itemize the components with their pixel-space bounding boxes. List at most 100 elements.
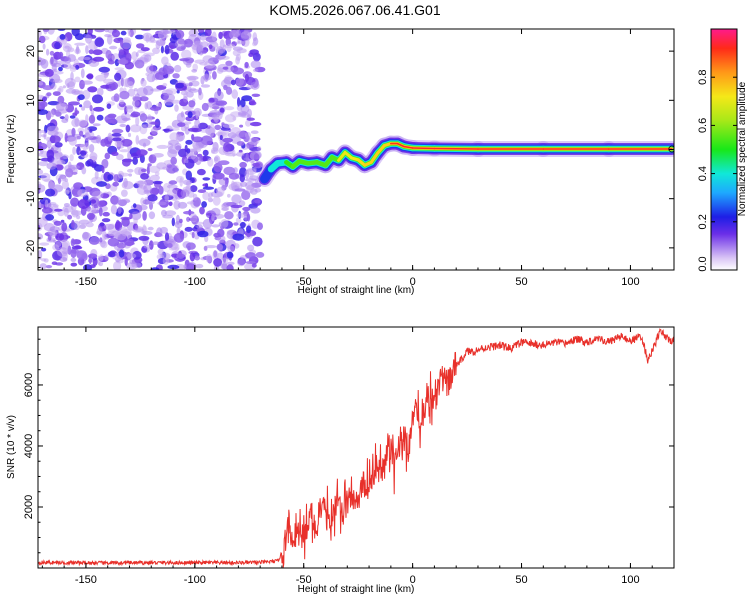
noise-blob bbox=[71, 219, 75, 229]
noise-blob bbox=[88, 144, 95, 153]
noise-blob bbox=[199, 206, 205, 215]
noise-blob bbox=[102, 230, 107, 241]
noise-blob bbox=[145, 72, 150, 77]
noise-blob bbox=[114, 72, 122, 81]
noise-blob bbox=[112, 181, 119, 187]
noise-blob bbox=[150, 267, 160, 270]
noise-blob bbox=[46, 48, 50, 56]
noise-blob bbox=[191, 231, 195, 239]
noise-blob bbox=[49, 135, 61, 144]
noise-blob bbox=[185, 62, 192, 68]
noise-blob bbox=[224, 211, 234, 220]
noise-blob bbox=[252, 162, 260, 167]
noise-blob bbox=[95, 74, 107, 82]
noise-blob bbox=[38, 35, 46, 44]
noise-blob bbox=[76, 215, 81, 220]
x-tick-label: 0 bbox=[410, 574, 416, 586]
noise-blob bbox=[168, 201, 173, 207]
noise-blob bbox=[244, 169, 250, 179]
noise-blob bbox=[92, 94, 103, 104]
noise-blob bbox=[232, 149, 236, 157]
noise-blob bbox=[69, 115, 76, 119]
noise-blob bbox=[231, 194, 242, 205]
noise-blob bbox=[196, 221, 204, 225]
noise-blob bbox=[191, 80, 200, 87]
noise-blob bbox=[126, 253, 137, 259]
noise-blob bbox=[68, 191, 72, 200]
noise-blob bbox=[55, 241, 62, 248]
noise-blob bbox=[88, 49, 94, 55]
noise-blob bbox=[152, 180, 163, 185]
noise-blob bbox=[189, 252, 196, 262]
noise-blob bbox=[235, 77, 244, 86]
noise-blob bbox=[233, 167, 238, 174]
noise-blob bbox=[46, 125, 59, 133]
x-tick-label: 50 bbox=[515, 276, 527, 288]
noise-blob bbox=[158, 185, 164, 195]
noise-blob bbox=[49, 226, 60, 233]
noise-blob bbox=[131, 262, 136, 268]
noise-blob bbox=[117, 170, 124, 179]
noise-blob bbox=[166, 189, 178, 197]
noise-blob bbox=[125, 106, 134, 113]
noise-blob bbox=[89, 152, 98, 161]
noise-blob bbox=[140, 197, 145, 206]
noise-blob bbox=[251, 93, 261, 98]
noise-blob bbox=[179, 177, 183, 187]
spectrogram-ylabel: Frequency (Hz) bbox=[6, 115, 17, 184]
noise-blob bbox=[130, 211, 142, 221]
noise-blob bbox=[124, 61, 134, 70]
noise-blob bbox=[86, 74, 94, 79]
noise-blob bbox=[127, 31, 131, 37]
snr-frame bbox=[37, 326, 675, 569]
noise-blob bbox=[249, 49, 259, 55]
noise-blob bbox=[202, 186, 215, 190]
noise-blob bbox=[82, 231, 89, 240]
noise-blob bbox=[149, 106, 162, 111]
noise-blob bbox=[195, 263, 204, 269]
noise-blob bbox=[213, 162, 223, 173]
noise-blob bbox=[45, 265, 53, 269]
noise-blob bbox=[121, 181, 134, 190]
noise-blob bbox=[84, 34, 93, 44]
noise-blob bbox=[204, 29, 212, 37]
noise-blob bbox=[104, 114, 116, 124]
x-tick-label: 100 bbox=[621, 276, 639, 288]
noise-blob bbox=[155, 41, 161, 50]
noise-blob bbox=[61, 118, 69, 124]
noise-blob bbox=[219, 55, 230, 61]
noise-blob bbox=[186, 91, 194, 98]
noise-blob bbox=[222, 44, 227, 51]
noise-blob bbox=[236, 141, 245, 146]
noise-blob bbox=[111, 151, 119, 156]
noise-blob bbox=[162, 82, 168, 87]
noise-blob bbox=[49, 50, 55, 56]
noise-blob bbox=[83, 264, 93, 270]
noise-blob bbox=[225, 86, 233, 95]
noise-blob bbox=[245, 152, 249, 163]
noise-blob bbox=[191, 69, 198, 73]
noise-blob bbox=[127, 88, 136, 97]
noise-blob bbox=[222, 137, 234, 143]
noise-blob bbox=[85, 45, 89, 55]
noise-blob bbox=[38, 169, 44, 175]
noise-blob bbox=[40, 59, 49, 69]
noise-blob bbox=[236, 151, 245, 157]
noise-blob bbox=[170, 156, 177, 165]
noise-blob bbox=[74, 76, 81, 83]
noise-blob bbox=[157, 248, 164, 255]
noise-blob bbox=[51, 62, 62, 68]
noise-blob bbox=[175, 39, 185, 48]
noise-blob bbox=[105, 49, 112, 60]
noise-blob bbox=[142, 211, 147, 221]
noise-blob bbox=[164, 210, 177, 216]
noise-blob bbox=[249, 169, 254, 179]
noise-blob bbox=[149, 240, 154, 250]
colorbar-tick-label: 0.0 bbox=[697, 256, 709, 271]
noise-blob bbox=[250, 207, 261, 214]
noise-blob bbox=[42, 85, 54, 91]
noise-blob bbox=[109, 45, 118, 50]
noise-blob bbox=[98, 207, 103, 217]
noise-blob bbox=[83, 100, 92, 109]
